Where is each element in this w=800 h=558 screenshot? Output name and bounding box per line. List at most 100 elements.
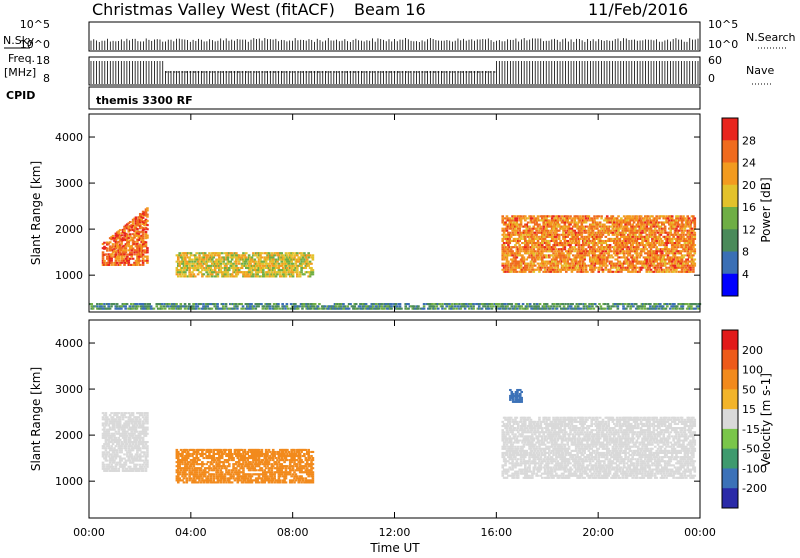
echo-cell [633,242,636,244]
echo-cell [644,221,647,223]
echo-cell [504,250,507,252]
echo-cell [126,233,129,235]
echo-cell [633,221,636,223]
echo-cell [513,246,516,248]
echo-cell [144,303,147,305]
echo-cell [561,215,564,217]
echo-cell [579,261,582,263]
echo-cell [645,271,648,273]
echo-cell [238,263,241,265]
echo-cell [527,252,530,254]
echo-cell [609,244,612,246]
echo-cell [600,228,603,230]
echo-cell [624,224,627,226]
echo-cell [607,219,610,221]
echo-cell [691,228,694,230]
echo-cell [146,228,149,230]
echo-cell [689,234,692,236]
echo-cell [689,224,692,226]
echo-cell [691,248,694,250]
echo-cell [142,254,145,256]
echo-cell [532,236,535,238]
echo-cell [629,254,632,256]
echo-cell [510,221,513,223]
echo-cell [684,254,687,256]
echo-cell [585,238,588,240]
echo-cell [507,224,510,226]
freq-label: Freq. [8,52,35,65]
echo-cell [235,275,238,277]
echo-cell [590,267,593,269]
echo-cell [607,252,610,254]
echo-cell [658,269,661,271]
echo-cell [120,262,123,264]
echo-cell [675,248,678,250]
cpid-text: themis 3300 RF [96,94,193,107]
echo-cell [279,308,282,310]
echo-cell [651,265,654,267]
echo-cell [123,264,126,266]
nave-tick-hi: 60 [708,54,722,67]
echo-cell [539,303,542,305]
echo-cell [105,253,108,255]
echo-cell [564,242,567,244]
echo-cell [569,252,572,254]
echo-cell [484,305,487,307]
echo-cell [631,271,634,273]
echo-cell [296,254,299,256]
echo-cell [650,236,653,238]
echo-cell [638,230,641,232]
echo-cell [269,267,272,269]
echo-cell [575,240,578,242]
echo-cell [102,412,105,414]
echo-cell [645,236,648,238]
echo-cell [506,305,509,307]
echo-cell [572,248,575,250]
echo-cell [309,254,312,256]
echo-cell [631,236,634,238]
echo-cell [510,303,513,305]
echo-cell [514,234,517,236]
echo-cell [638,244,641,246]
echo-cell [598,303,601,305]
echo-cell [516,230,519,232]
echo-cell [622,305,625,307]
echo-cell [613,221,616,223]
echo-cell [299,273,302,275]
echo-cell [609,308,612,310]
echo-cell [672,250,675,252]
echo-cell [383,308,386,310]
echo-cell [554,269,557,271]
echo-cell [665,258,668,260]
echo-cell [602,269,605,271]
echo-cell [517,242,520,244]
echo-cell [626,248,629,250]
echo-cell [612,271,615,273]
echo-cell [353,305,356,307]
echo-cell [103,451,106,453]
echo-cell [123,253,126,255]
echo-cell [117,232,120,234]
echo-cell [258,271,261,273]
echo-cell [641,267,644,269]
echo-cell [514,244,517,246]
echo-cell [211,254,214,256]
echo-cell [208,275,211,277]
echo-cell [552,263,555,265]
echo-cell [588,236,591,238]
echo-cell [299,256,302,258]
echo-cell [619,265,622,267]
echo-cell [616,263,619,265]
echo-cell [558,236,561,238]
echo-cell [541,242,544,244]
echo-cell [682,244,685,246]
echo-cell [638,256,641,258]
echo-cell [284,308,287,310]
echo-cell [566,261,569,263]
echo-cell [667,221,670,223]
echo-cell [689,219,692,221]
echo-cell [649,305,652,307]
echo-cell [508,232,511,234]
echo-cell [535,246,538,248]
echo-cell [524,215,527,217]
